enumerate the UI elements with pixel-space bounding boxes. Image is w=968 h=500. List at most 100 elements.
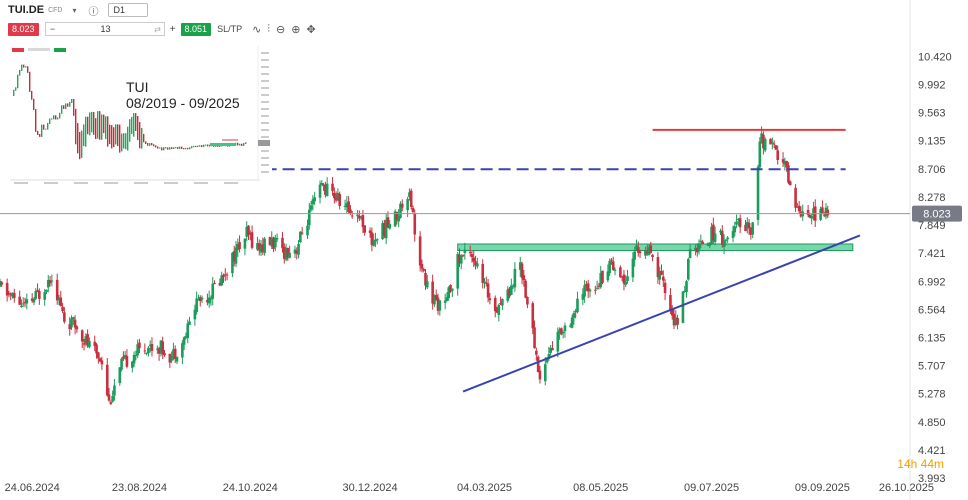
candle-body bbox=[644, 250, 647, 256]
x-tick-label: 09.09.2025 bbox=[795, 482, 850, 494]
candle-body bbox=[674, 317, 678, 325]
candle-body bbox=[570, 317, 574, 328]
y-tick-label: 6.135 bbox=[918, 332, 946, 344]
candle-body bbox=[672, 313, 676, 326]
crosshair-move-icon[interactable]: ✥ bbox=[306, 23, 316, 36]
inset-candle bbox=[163, 147, 165, 151]
candle-body bbox=[563, 325, 567, 332]
candle-body bbox=[458, 254, 461, 263]
candle-body bbox=[331, 183, 334, 192]
symbol-label[interactable]: TUI.DE bbox=[8, 4, 45, 16]
candle-body bbox=[560, 328, 563, 335]
inset-candle bbox=[25, 66, 27, 68]
candle-body bbox=[808, 215, 812, 218]
candle-body bbox=[300, 232, 304, 234]
candle-body bbox=[821, 207, 824, 213]
candle-body bbox=[518, 262, 522, 270]
candle-body bbox=[120, 358, 123, 370]
inset-candle bbox=[245, 142, 247, 145]
candle-body bbox=[758, 141, 762, 168]
candle-body bbox=[163, 352, 166, 356]
candle-body bbox=[706, 243, 710, 246]
candle-body bbox=[156, 348, 159, 350]
inset-candle bbox=[151, 143, 153, 146]
quantity-stepper[interactable]: − 13 ⇄ bbox=[44, 22, 165, 36]
candle-body bbox=[495, 311, 499, 313]
candles-icon[interactable]: ⫶ bbox=[267, 22, 271, 35]
candle-body bbox=[88, 341, 91, 348]
candle-body bbox=[399, 203, 402, 218]
candle-body bbox=[610, 259, 613, 261]
candle-body bbox=[776, 150, 780, 161]
inset-candle bbox=[191, 146, 193, 149]
candle-body bbox=[281, 237, 284, 249]
current-price-badge bbox=[912, 205, 962, 222]
candle-countdown: 14h 44m bbox=[897, 457, 944, 471]
y-tick-label: 3.993 bbox=[918, 473, 946, 485]
info-icon[interactable]: ⓘ bbox=[88, 6, 99, 18]
candle-body bbox=[451, 288, 454, 291]
candle-body bbox=[207, 297, 211, 304]
candle-body bbox=[408, 192, 411, 197]
zoom-in-icon[interactable]: ⊕ bbox=[291, 23, 301, 36]
timeframe-select[interactable]: D1 bbox=[108, 3, 148, 17]
candle-body bbox=[275, 238, 279, 240]
inset-candle bbox=[17, 74, 19, 89]
candle-body bbox=[663, 282, 667, 294]
y-tick-label: 5.707 bbox=[918, 361, 946, 373]
inset-candle bbox=[87, 116, 89, 135]
y-tick-label: 9.563 bbox=[918, 108, 946, 120]
candle-body bbox=[73, 319, 77, 328]
inset-y-tick bbox=[261, 108, 269, 110]
candle-body bbox=[413, 213, 417, 235]
candle-body bbox=[613, 269, 617, 271]
buy-button[interactable]: 8.051 bbox=[180, 22, 212, 36]
candle-body bbox=[619, 267, 622, 278]
candle-body bbox=[447, 287, 451, 299]
indicator-icon[interactable]: ∿ bbox=[252, 23, 262, 36]
inset-candle bbox=[57, 117, 59, 120]
quantity-input[interactable]: 13 bbox=[100, 24, 111, 34]
y-tick-label: 8.278 bbox=[918, 192, 946, 204]
inset-candle bbox=[15, 87, 17, 91]
inset-candle bbox=[29, 71, 31, 92]
caret-down-icon[interactable]: ▾ bbox=[72, 5, 77, 15]
inset-candle bbox=[21, 64, 23, 71]
inset-candle bbox=[81, 130, 83, 158]
inset-x-tick bbox=[134, 182, 148, 184]
candle-body bbox=[747, 222, 751, 228]
candle-body bbox=[172, 349, 175, 359]
candle-body bbox=[359, 216, 363, 218]
candle-body bbox=[318, 184, 322, 198]
candle-body bbox=[123, 354, 127, 358]
inset-candle bbox=[79, 132, 81, 160]
zoom-out-icon[interactable]: ⊖ bbox=[276, 23, 286, 36]
inset-candle bbox=[187, 147, 189, 150]
inset-y-tick bbox=[261, 129, 269, 131]
swap-icon[interactable]: ⇄ bbox=[154, 24, 161, 34]
inset-candle bbox=[41, 124, 43, 137]
sltp-button[interactable]: SL/TP bbox=[217, 24, 243, 34]
candle-body bbox=[510, 285, 513, 295]
candle-body bbox=[661, 276, 665, 281]
inset-price-badge bbox=[258, 140, 270, 146]
inset-candle bbox=[61, 105, 63, 114]
candle-body bbox=[583, 285, 586, 297]
inset-candle bbox=[165, 147, 167, 149]
inset-y-tick bbox=[261, 66, 269, 68]
inset-candle bbox=[149, 143, 151, 146]
inset-x-tick bbox=[44, 182, 58, 184]
candle-body bbox=[406, 199, 409, 211]
candle-body bbox=[738, 218, 742, 228]
inset-candle bbox=[35, 109, 37, 132]
inset-candle bbox=[237, 142, 239, 146]
candle-body bbox=[148, 344, 152, 346]
increase-quantity-button[interactable]: + bbox=[169, 23, 176, 35]
candle-body bbox=[712, 224, 715, 241]
candle-body bbox=[299, 231, 302, 242]
decrease-quantity-button[interactable]: − bbox=[49, 24, 56, 34]
candle-body bbox=[735, 221, 738, 225]
sell-button[interactable]: 8.023 bbox=[8, 22, 39, 36]
y-tick-label: 5.278 bbox=[918, 389, 946, 401]
